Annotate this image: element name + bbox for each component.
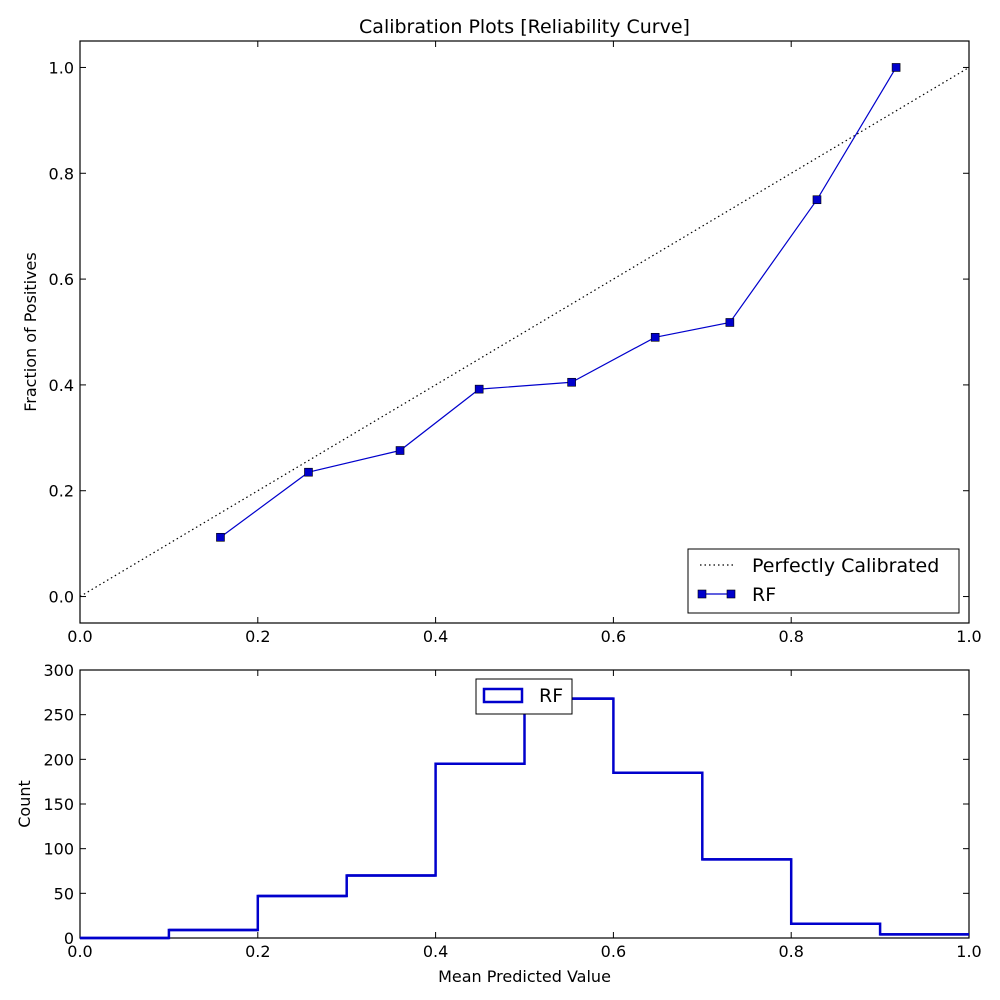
histogram-rf-outline [80, 697, 969, 940]
x-tick-label: 0.6 [601, 942, 626, 961]
y-tick-label: 300 [43, 661, 74, 680]
y-tick-label: 0.2 [49, 482, 74, 501]
series-rf-line [220, 67, 897, 538]
plot-frame [79, 40, 970, 624]
chart-title: Calibration Plots [Reliability Curve] [359, 16, 690, 38]
rf-point [725, 318, 735, 327]
y-tick-label: 0.4 [49, 376, 74, 395]
x-tick-label: 1.0 [956, 627, 981, 646]
x-tick-label: 0.2 [245, 942, 270, 961]
y-axis-label: Fraction of Positives [21, 252, 40, 411]
rf-point [567, 377, 576, 387]
y-tick-label: 200 [43, 750, 74, 769]
rf-point [474, 384, 484, 394]
x-tick-label: 1.0 [956, 942, 981, 961]
histogram-chart: Mean Predicted Value Count 0.0 0.2 0.4 0.6 0… [15, 661, 982, 986]
calibration-chart: Calibration Plots [Reliability Curve] Fr… [21, 16, 982, 646]
series-perfectly-calibrated [79, 66, 970, 598]
y-tick-label: 250 [43, 706, 74, 725]
y-axis-label: Count [15, 780, 34, 828]
x-tick-label: 0.2 [245, 627, 270, 646]
plot-area: 0.0 0.2 0.4 0.6 0.8 1.0 0.0 0.2 0.4 0.6 0.8 1.0 [49, 40, 982, 646]
x-tick-label: 0.6 [601, 627, 626, 646]
plot-area: 0.0 0.2 0.4 0.6 0.8 1.0 0 50 100 150 200 250 300 [43, 661, 981, 961]
y-tick-label: 0 [64, 929, 74, 948]
y-tick-label: 0.6 [49, 270, 74, 289]
legend-label-perfectly-calibrated: Perfectly Calibrated [752, 555, 939, 577]
x-tick-label: 0.4 [423, 942, 448, 961]
y-tick-label: 1.0 [49, 58, 74, 77]
legend-swatch-rf [482, 687, 524, 704]
legend-box [687, 548, 960, 614]
legend-swatch-rf-marker-right [726, 589, 736, 599]
rf-point [304, 467, 313, 477]
x-tick-label: 0.8 [778, 627, 803, 646]
y-tick-label: 0.8 [49, 164, 74, 183]
rf-point [395, 446, 405, 455]
x-tick-label: 0.0 [67, 627, 92, 646]
rf-point [812, 195, 822, 205]
y-tick-label: 50 [54, 884, 74, 903]
legend-swatch-rf-marker-left [697, 589, 707, 599]
rf-point [891, 63, 901, 72]
x-tick-label: 0.0 [67, 942, 92, 961]
legend-box [475, 678, 573, 715]
y-tick-label: 0.0 [49, 588, 74, 607]
rf-point [216, 532, 225, 542]
x-tick-label: 0.4 [423, 627, 448, 646]
legend-label-rf: RF [752, 584, 776, 606]
x-axis-label: Mean Predicted Value [438, 967, 611, 986]
y-tick-label: 100 [43, 840, 74, 859]
legend-label-rf: RF [539, 685, 563, 707]
y-tick-label: 150 [43, 795, 74, 814]
legend: Perfectly Calibrated RF [687, 548, 960, 614]
legend: RF [475, 678, 573, 715]
rf-point [650, 332, 660, 342]
x-tick-label: 0.8 [778, 942, 803, 961]
